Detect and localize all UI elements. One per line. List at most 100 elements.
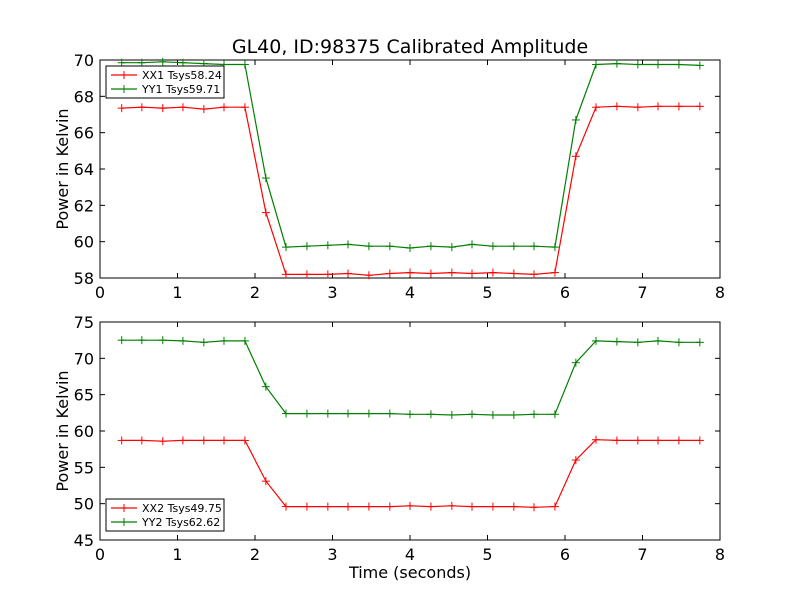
data-point [571, 456, 580, 465]
data-point [344, 502, 352, 511]
data-point [509, 242, 518, 251]
data-point [282, 270, 290, 279]
data-point [385, 409, 394, 418]
data-point [344, 269, 352, 278]
data-point [674, 436, 683, 445]
data-point [302, 242, 311, 251]
x-tick-label: 3 [327, 283, 337, 302]
data-point [199, 436, 208, 445]
data-point [447, 411, 456, 420]
data-point [344, 240, 352, 249]
data-point [178, 103, 187, 112]
data-point [137, 58, 146, 67]
data-point [468, 269, 476, 278]
data-point [447, 268, 456, 277]
y-tick-label: 62 [74, 196, 94, 215]
data-point [426, 502, 435, 511]
data-point [117, 336, 126, 345]
data-point [550, 410, 559, 419]
data-point [240, 336, 249, 345]
x-tick-label: 8 [715, 545, 725, 564]
data-point [220, 436, 228, 445]
data-point [468, 502, 476, 511]
x-tick-label: 6 [560, 283, 570, 302]
data-point [282, 409, 290, 418]
data-point [550, 243, 559, 252]
y-axis-label: Power in Kelvin [53, 108, 72, 229]
data-point [695, 102, 704, 111]
x-tick-label: 0 [95, 283, 105, 302]
data-point [695, 61, 704, 70]
x-tick-label: 5 [482, 545, 492, 564]
data-point [406, 501, 414, 510]
y-tick-label: 64 [74, 160, 94, 179]
data-point [612, 59, 621, 68]
data-point [344, 409, 352, 418]
data-point [592, 103, 600, 112]
data-point [612, 337, 621, 346]
data-point [117, 104, 126, 113]
data-point [550, 268, 559, 277]
y-tick-label: 60 [74, 233, 94, 252]
x-tick-label: 4 [405, 545, 415, 564]
legend-label: YY1 Tsys59.71 [141, 83, 220, 96]
data-point [364, 502, 373, 511]
data-point [137, 436, 146, 445]
data-point [158, 437, 167, 446]
data-point [199, 338, 208, 347]
y-axis-label: Power in Kelvin [53, 370, 72, 491]
x-tick-label: 7 [637, 283, 647, 302]
data-point [220, 336, 228, 345]
data-point [488, 502, 497, 511]
data-point [674, 338, 683, 347]
y-tick-label: 65 [74, 386, 94, 405]
y-tick-label: 60 [74, 422, 94, 441]
x-tick-label: 0 [95, 545, 105, 564]
data-point [261, 174, 270, 183]
data-point [488, 242, 497, 251]
series-line-2 [121, 339, 700, 416]
data-point [220, 103, 228, 112]
data-point [261, 477, 270, 486]
data-point [509, 269, 518, 278]
series-line-1 [121, 105, 700, 276]
x-tick-label: 4 [405, 283, 415, 302]
y-tick-label: 55 [74, 458, 94, 477]
data-point [302, 270, 311, 279]
data-point [468, 240, 476, 249]
x-tick-label: 8 [715, 283, 725, 302]
y-tick-label: 45 [74, 531, 94, 550]
data-point [674, 102, 683, 111]
data-point [406, 410, 414, 419]
data-point [468, 410, 476, 419]
data-point [426, 269, 435, 278]
x-tick-label: 3 [327, 545, 337, 564]
data-point [592, 60, 600, 69]
data-point [447, 243, 456, 252]
data-point [488, 268, 497, 277]
data-point [199, 105, 208, 114]
legend-label: XX1 Tsys58.24 [142, 69, 222, 82]
data-point [633, 103, 642, 112]
data-point [550, 502, 559, 511]
x-tick-label: 1 [172, 545, 182, 564]
y-tick-label: 66 [74, 124, 94, 143]
data-point [282, 243, 290, 252]
data-point [592, 336, 600, 345]
data-point [240, 103, 249, 112]
x-tick-label: 7 [637, 545, 647, 564]
data-point [530, 242, 538, 251]
data-point [364, 271, 373, 280]
x-axis-label: Time (seconds) [348, 563, 471, 582]
y-tick-label: 68 [74, 87, 94, 106]
data-point [137, 103, 146, 112]
data-point [695, 436, 704, 445]
data-point [571, 358, 580, 367]
data-point [178, 336, 187, 345]
data-point [426, 410, 435, 419]
data-point [364, 409, 373, 418]
chart-panel-top: 0 1 2 3 4 5 6 7 8 58 60 62 64 66 68 70 Power in Kelvin XX… [53, 51, 725, 302]
y-tick-label: 75 [74, 313, 94, 332]
